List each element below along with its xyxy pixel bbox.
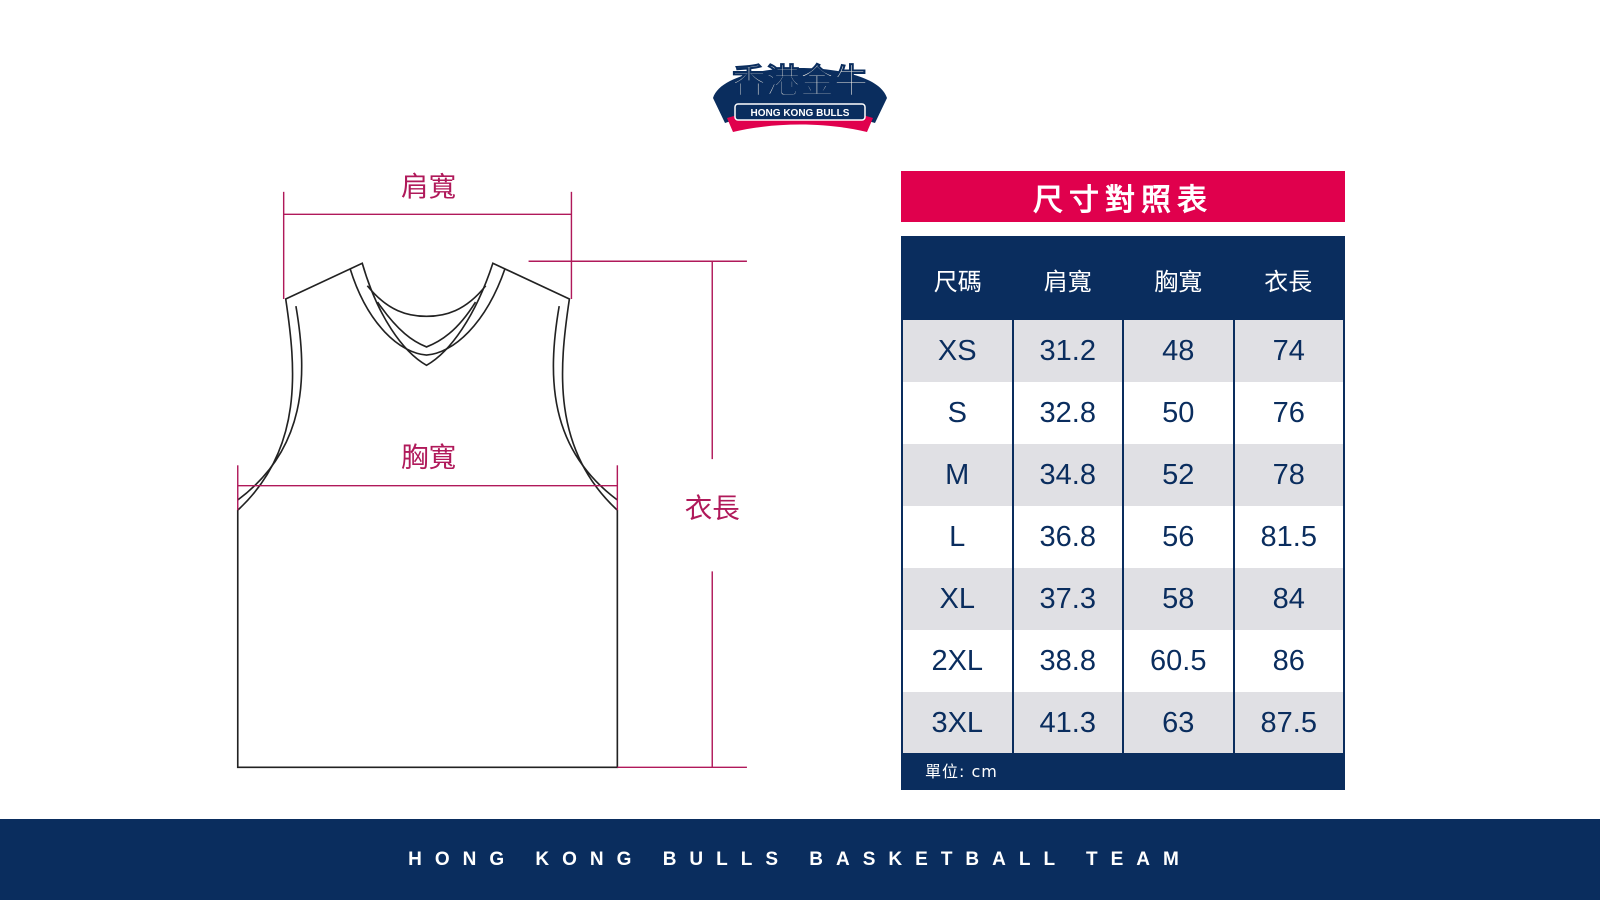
table-cell: 31.2 [1011, 320, 1123, 382]
unit-note: 單位: cm [901, 753, 1345, 790]
table-cell: 86 [1232, 630, 1344, 692]
header-length: 衣長 [1233, 237, 1344, 320]
table-row: L 36.8 56 81.5 [902, 506, 1344, 568]
table-row: XL 37.3 58 84 [902, 568, 1344, 630]
jersey-outline [236, 262, 619, 769]
table-cell: 32.8 [1011, 382, 1123, 444]
table-cell: 41.3 [1011, 692, 1123, 755]
table-cell: 37.3 [1011, 568, 1123, 630]
table-cell: 74 [1232, 320, 1344, 382]
table-cell: 87.5 [1232, 692, 1344, 755]
table-cell: 2XL [902, 630, 1013, 692]
table-row: 2XL 38.8 60.5 86 [902, 630, 1344, 692]
table-row: S 32.8 50 76 [902, 382, 1344, 444]
shoulder-width-label: 肩寬 [401, 171, 456, 203]
table-cell: 48 [1122, 320, 1234, 382]
header-shoulder: 肩寬 [1012, 237, 1123, 320]
table-cell: XS [902, 320, 1013, 382]
table-cell: 52 [1122, 444, 1234, 506]
table-cell: M [902, 444, 1013, 506]
size-chart-title: 尺寸對照表 [901, 171, 1345, 222]
table-cell: 3XL [902, 692, 1013, 755]
chest-width-label: 胸寬 [401, 441, 456, 473]
measurement-lines [237, 191, 747, 769]
table-cell: 78 [1232, 444, 1344, 506]
size-chart-table: 尺碼 肩寬 胸寬 衣長 XS 31.2 48 74 S 32.8 50 76 M 34.8 52 78… [901, 236, 1345, 756]
table-row: 3XL 41.3 63 87.5 [902, 692, 1344, 755]
table-cell: 36.8 [1011, 506, 1123, 568]
header-size: 尺碼 [902, 237, 1013, 320]
table-row: M 34.8 52 78 [902, 444, 1344, 506]
svg-text:HONG KONG BULLS: HONG KONG BULLS [751, 108, 850, 119]
footer-banner: HONG KONG BULLS BASKETBALL TEAM [0, 819, 1600, 900]
table-header-row: 尺碼 肩寬 胸寬 衣長 [902, 237, 1344, 320]
table-cell: L [902, 506, 1013, 568]
table-cell: 34.8 [1011, 444, 1123, 506]
table-cell: 60.5 [1122, 630, 1234, 692]
table-cell: 58 [1122, 568, 1234, 630]
table-cell: 56 [1122, 506, 1234, 568]
table-cell: 38.8 [1011, 630, 1123, 692]
hong-kong-bulls-logo: 香港金牛 HONG KONG BULLS [713, 62, 887, 132]
table-cell: XL [902, 568, 1013, 630]
length-label: 衣長 [685, 492, 740, 524]
table-cell: 76 [1232, 382, 1344, 444]
table-row: XS 31.2 48 74 [902, 320, 1344, 382]
table-cell: 63 [1122, 692, 1234, 755]
table-cell: 84 [1232, 568, 1344, 630]
table-cell: 50 [1122, 382, 1234, 444]
header-chest: 胸寬 [1123, 237, 1234, 320]
table-cell: S [902, 382, 1013, 444]
svg-text:香港金牛: 香港金牛 [732, 62, 868, 102]
table-cell: 81.5 [1232, 506, 1344, 568]
